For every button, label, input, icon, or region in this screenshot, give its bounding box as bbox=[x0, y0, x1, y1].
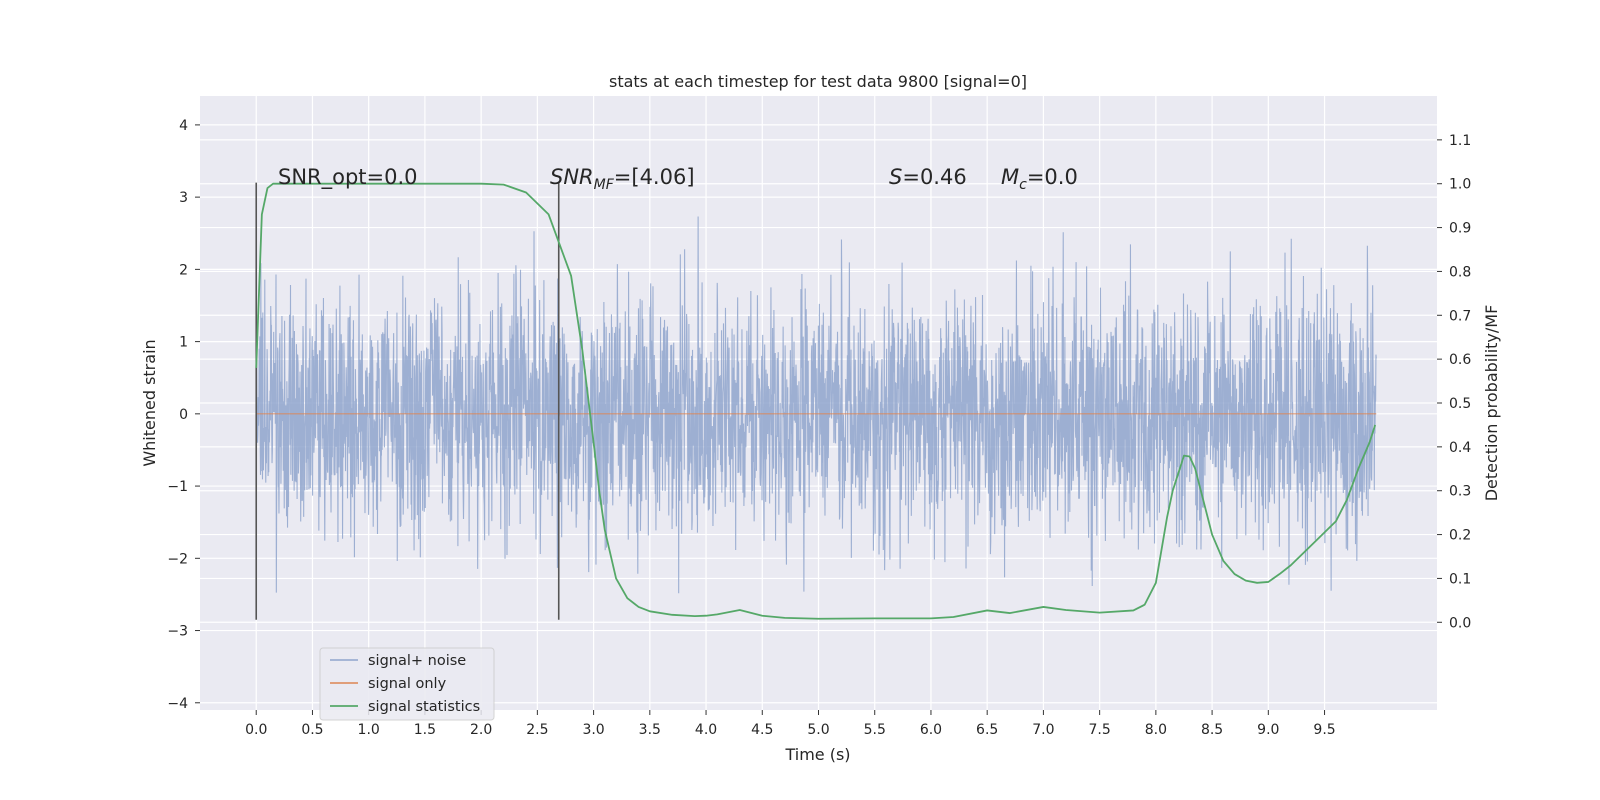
legend-label-signal-only: signal only bbox=[368, 676, 447, 692]
x-tick-label: 0.0 bbox=[245, 722, 267, 738]
y-tick-label: 3 bbox=[179, 190, 188, 206]
annotation-mc-var: M bbox=[1001, 165, 1019, 189]
y-tick-label: −2 bbox=[167, 551, 188, 567]
annotation-snr-opt: SNR_opt=0.0 bbox=[278, 165, 418, 190]
x-tick-label: 5.0 bbox=[807, 722, 829, 738]
legend-label-signal-noise: signal+ noise bbox=[368, 653, 466, 669]
y2-tick-label: 0.8 bbox=[1449, 264, 1471, 280]
annotation-mc-value: =0.0 bbox=[1027, 165, 1078, 189]
y-axis-label: Whitened strain bbox=[140, 339, 159, 466]
x-tick-label: 1.5 bbox=[414, 722, 436, 738]
x-tick-label: 8.5 bbox=[1201, 722, 1223, 738]
x-tick-label: 3.0 bbox=[582, 722, 604, 738]
x-tick-label: 6.0 bbox=[920, 722, 942, 738]
signal-statistics-series bbox=[255, 182, 1377, 620]
chart-title: stats at each timestep for test data 980… bbox=[609, 72, 1027, 91]
legend: signal+ noise signal only signal statist… bbox=[319, 647, 495, 721]
x-tick-label: 2.0 bbox=[470, 722, 492, 738]
annotation-mc: Mc=0.0 bbox=[1001, 165, 1078, 193]
legend-box bbox=[319, 647, 495, 721]
x-tick-label: 4.5 bbox=[751, 722, 773, 738]
x-axis-label: Time (s) bbox=[784, 745, 850, 764]
x-tick-label: 7.5 bbox=[1089, 722, 1111, 738]
y-tick-label: −4 bbox=[167, 696, 188, 712]
y2-tick-label: 0.1 bbox=[1449, 571, 1471, 587]
legend-label-signal-statistics: signal statistics bbox=[368, 699, 480, 715]
y2-tick-label: 0.6 bbox=[1449, 352, 1471, 368]
x-tick-label: 0.5 bbox=[301, 722, 323, 738]
x-tick-label: 7.0 bbox=[1032, 722, 1054, 738]
signal-statistics-line bbox=[255, 182, 1377, 620]
annotation-snr-mf-var: SNR bbox=[550, 165, 594, 189]
y2-tick-label: 0.5 bbox=[1449, 396, 1471, 412]
y2-tick-label: 0.3 bbox=[1449, 484, 1471, 500]
annotation-s-value: =0.46 bbox=[902, 165, 966, 189]
y2-tick-label: 0.4 bbox=[1449, 440, 1471, 456]
annotation-snr-mf-value: =[4.06] bbox=[614, 165, 695, 189]
x-tick-label: 3.5 bbox=[639, 722, 661, 738]
y-tick-label: −3 bbox=[167, 624, 188, 640]
y2-tick-label: 0.7 bbox=[1449, 308, 1471, 324]
x-tick-label: 6.5 bbox=[976, 722, 998, 738]
y-tick-label: 0 bbox=[179, 407, 188, 423]
annotation-snr-mf-sub: MF bbox=[594, 177, 615, 193]
annotation-s: S=0.46 bbox=[889, 165, 967, 189]
y2-tick-label: 0.0 bbox=[1449, 615, 1471, 631]
y-tick-labels: 4 3 2 1 0 −1 −2 −3 −4 bbox=[167, 118, 200, 712]
y2-tick-label: 1.1 bbox=[1449, 133, 1471, 149]
x-tick-label: 2.5 bbox=[526, 722, 548, 738]
annotation-snr-mf: SNRMF=[4.06] bbox=[550, 165, 695, 193]
x-tick-label: 5.5 bbox=[864, 722, 886, 738]
y2-axis-label: Detection probability/MF bbox=[1482, 305, 1501, 502]
y2-tick-label: 0.2 bbox=[1449, 528, 1471, 544]
y-tick-label: −1 bbox=[167, 479, 188, 495]
y-tick-label: 1 bbox=[179, 335, 188, 351]
y2-tick-label: 1.0 bbox=[1449, 177, 1471, 193]
annotation-s-var: S bbox=[889, 165, 902, 189]
x-tick-label: 9.5 bbox=[1313, 722, 1335, 738]
x-tick-label: 9.0 bbox=[1257, 722, 1279, 738]
vertical-lines bbox=[255, 182, 560, 620]
x-tick-label: 1.0 bbox=[358, 722, 380, 738]
y-tick-label: 4 bbox=[179, 118, 188, 134]
annotation-mc-sub: c bbox=[1019, 177, 1027, 193]
y2-tick-label: 0.9 bbox=[1449, 221, 1471, 237]
y2-tick-labels: 1.1 1.0 0.9 0.8 0.7 0.6 0.5 0.4 0.3 0.2 0.1 0.0 bbox=[1437, 133, 1471, 631]
y-tick-label: 2 bbox=[179, 262, 188, 278]
signal-noise-line bbox=[255, 216, 1377, 594]
signal-noise-series bbox=[255, 216, 1377, 594]
x-tick-labels: 0.0 0.5 1.0 1.5 2.0 2.5 3.0 3.5 4.0 4.5 5.0 5.5 6.0 6… bbox=[245, 710, 1336, 738]
x-tick-label: 4.0 bbox=[695, 722, 717, 738]
x-tick-label: 8.0 bbox=[1145, 722, 1167, 738]
